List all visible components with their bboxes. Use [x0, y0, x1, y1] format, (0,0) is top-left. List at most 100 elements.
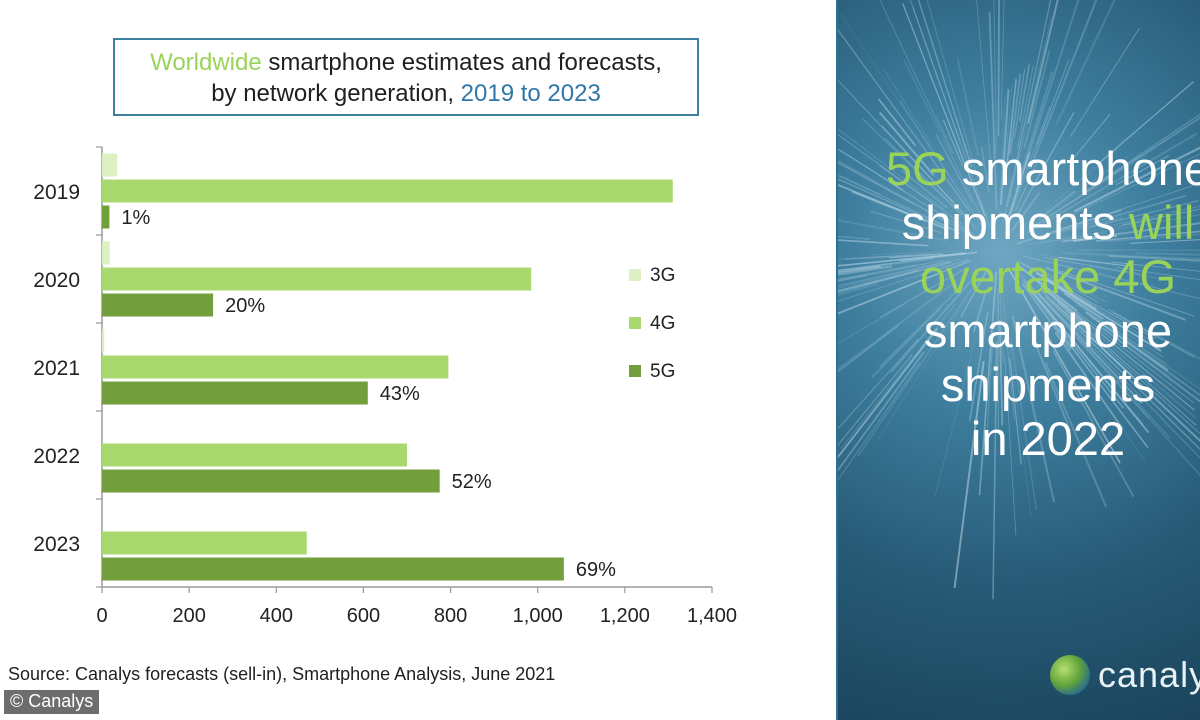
starburst-ray [838, 303, 906, 344]
title-years: 2019 to 2023 [460, 80, 601, 107]
starburst-ray [978, 272, 998, 496]
starburst-ray [838, 260, 972, 314]
starburst-ray [840, 175, 881, 196]
x-tick-label: 800 [434, 605, 467, 627]
bar-3g-2019 [102, 153, 118, 177]
starburst-ray [1061, 251, 1200, 260]
starburst-ray [1122, 208, 1200, 226]
starburst-ray [871, 307, 942, 378]
x-tick-label: 1,400 [687, 605, 737, 627]
starburst-ray [1028, 274, 1081, 317]
starburst-ray [851, 190, 926, 222]
year-label: 2021 [33, 357, 80, 380]
bar-chart: 0 200 400 600 800 1,000 1,200 1,400 2019 1% 2020 20… [33, 146, 737, 627]
starburst-ray [1044, 289, 1197, 419]
starburst-ray [838, 128, 944, 210]
starburst-ray [838, 239, 929, 247]
starburst-ray [838, 162, 913, 205]
starburst-ray [1135, 252, 1200, 256]
starburst-ray [1007, 267, 1121, 464]
starburst-ray [1009, 73, 1022, 155]
chart-title: Worldwide smartphone estimates and forec… [113, 38, 699, 116]
starburst-ray [1004, 305, 1032, 518]
x-tick-label: 600 [347, 605, 380, 627]
starburst-ray [1002, 299, 1015, 421]
starburst-ray [1112, 312, 1195, 358]
starburst-ray [1058, 256, 1130, 267]
starburst-ray [838, 134, 964, 226]
starburst-ray [1044, 148, 1118, 211]
starburst-ray [838, 79, 966, 216]
bar-4g-2021 [102, 355, 449, 379]
starburst-ray [1044, 362, 1108, 508]
bar-4g-2020 [102, 267, 532, 291]
starburst-ray [1025, 280, 1171, 439]
starburst-ray [838, 263, 927, 282]
legend-swatch-5g [629, 365, 641, 377]
starburst-ray [1039, 269, 1107, 303]
promo-smartphone-2: smartphone [923, 304, 1173, 357]
starburst-ray [1000, 0, 1005, 120]
starburst-ray [998, 320, 1004, 426]
x-tick-label: 0 [96, 605, 107, 627]
starburst-ray [1063, 292, 1104, 320]
starburst-ray [1094, 154, 1141, 187]
starburst-background [838, 0, 1200, 600]
starburst-ray [1115, 155, 1169, 186]
starburst-ray [882, 68, 932, 146]
starburst-ray [1002, 176, 1013, 224]
starburst-ray [838, 280, 957, 371]
starburst-ray [1064, 310, 1200, 435]
starburst-ray [1098, 81, 1194, 164]
starburst-ray [1073, 146, 1200, 213]
starburst-ray [900, 251, 978, 262]
starburst-ray [838, 29, 971, 213]
starburst-ray [838, 161, 945, 222]
starburst-ray [838, 265, 881, 274]
starburst-ray [1108, 254, 1200, 262]
starburst-ray [1108, 308, 1200, 360]
starburst-ray [1098, 323, 1171, 378]
starburst-ray [1019, 266, 1194, 404]
starburst-ray [838, 148, 904, 191]
legend-label-4g: 4G [650, 313, 675, 334]
title-line2: by network generation, [211, 80, 461, 107]
starburst-ray [993, 0, 997, 154]
starburst-ray [1071, 113, 1111, 161]
starburst-ray [838, 252, 966, 267]
starburst-ray [1089, 265, 1159, 279]
starburst-ray [1058, 270, 1195, 317]
bar-4g-2023 [102, 531, 307, 555]
data-label-5g: 52% [452, 471, 492, 493]
starburst-ray [1039, 288, 1139, 382]
starburst-ray [1042, 257, 1142, 275]
starburst-ray [1018, 63, 1031, 122]
starburst-ray [838, 219, 948, 242]
starburst-ray [870, 250, 972, 256]
legend-swatch-4g [629, 317, 641, 329]
starburst-ray [888, 253, 943, 259]
starburst-ray [1024, 154, 1130, 232]
data-label-5g: 69% [576, 559, 616, 581]
starburst-ray [1006, 0, 1052, 207]
starburst-ray [865, 261, 953, 286]
starburst-ray [926, 0, 979, 180]
starburst-ray [935, 134, 974, 203]
starburst-ray [1022, 279, 1067, 332]
x-tick-label: 1,200 [600, 605, 650, 627]
starburst-ray [1107, 233, 1200, 243]
starburst-ray [1088, 200, 1199, 229]
starburst-ray [960, 270, 988, 318]
starburst-ray [1111, 205, 1200, 227]
starburst-ray [1027, 287, 1125, 409]
starburst-ray [1040, 285, 1084, 322]
starburst-ray [1017, 112, 1075, 215]
starburst-ray [985, 338, 994, 450]
promo-panel: 5G smartphone shipments will overtake 4G… [838, 0, 1200, 720]
starburst-ray [1089, 315, 1200, 396]
promo-headline: 5G smartphone shipments will overtake 4G… [848, 142, 1200, 466]
year-label: 2019 [33, 181, 80, 204]
starburst-ray [1092, 271, 1156, 287]
copyright-badge: © Canalys [4, 690, 100, 714]
starburst-ray [1008, 152, 1031, 216]
